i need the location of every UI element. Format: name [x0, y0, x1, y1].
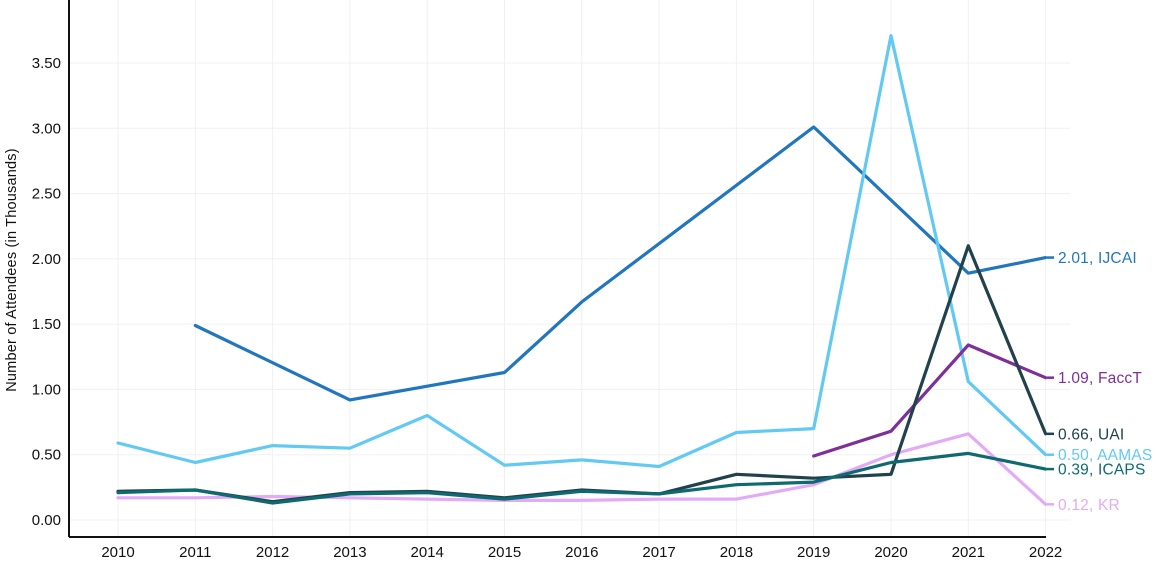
- y-axis-title: Number of Attendees (in Thousands): [4, 148, 20, 392]
- y-tick-label: 1.50: [32, 316, 61, 333]
- x-tick-label: 2022: [1029, 544, 1062, 561]
- x-tick-label: 2020: [874, 544, 907, 561]
- axes: [68, 0, 1046, 538]
- x-tick-label: 2015: [488, 544, 521, 561]
- x-tick-label: 2017: [642, 544, 675, 561]
- y-tick-label: 0.00: [32, 512, 61, 529]
- x-tick-label: 2013: [333, 544, 366, 561]
- series-end-label-FaccT: 1.09, FaccT: [1058, 370, 1142, 387]
- x-tick-label: 2014: [411, 544, 444, 561]
- tick-labels: 0.00 0.50 1.00 1.50 2.00 2.50 3.00 3.50 2010 2011…: [32, 55, 1152, 561]
- series-line-IJCAI: [193, 125, 1048, 402]
- x-tick-label: 2016: [565, 544, 598, 561]
- y-tick-label: 3.00: [32, 120, 61, 137]
- series-line-AAMAS: [116, 33, 1048, 469]
- series-end-label-ICAPS: 0.39, ICAPS: [1058, 462, 1146, 479]
- y-tick-label: 0.50: [32, 447, 61, 464]
- x-tick-label: 2019: [797, 544, 830, 561]
- y-tick-label: 1.00: [32, 381, 61, 398]
- series-line-FaccT: [812, 343, 1048, 458]
- y-tick-label: 3.50: [32, 55, 61, 72]
- x-tick-label: 2021: [952, 544, 985, 561]
- series-end-label-IJCAI: 2.01, IJCAI: [1058, 250, 1137, 267]
- series-line-KR: [116, 432, 1048, 506]
- y-tick-label: 2.50: [32, 186, 61, 203]
- x-tick-label: 2018: [720, 544, 753, 561]
- x-tick-label: 2011: [179, 544, 211, 561]
- series-line-ICAPS: [116, 451, 1048, 505]
- y-tick-label: 2.00: [32, 251, 61, 268]
- gridlines: [69, 0, 1070, 537]
- series-end-label-AAMAS: 0.50, AAMAS: [1058, 447, 1152, 464]
- x-tick-label: 2010: [101, 544, 134, 561]
- series-end-label-KR: 0.12, KR: [1058, 497, 1120, 514]
- series-end-label-UAI: 0.66, UAI: [1058, 426, 1124, 443]
- x-tick-label: 2012: [256, 544, 289, 561]
- series-lines: [116, 33, 1048, 506]
